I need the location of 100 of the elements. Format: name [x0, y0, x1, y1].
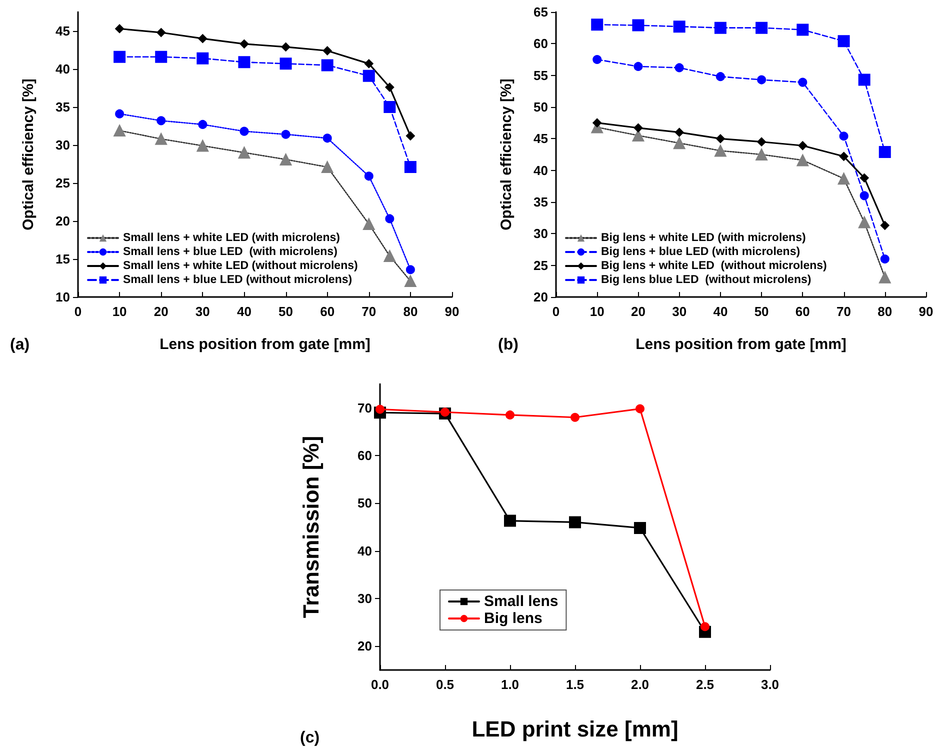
- point: [506, 410, 514, 420]
- y-tick-label: 65: [534, 4, 548, 20]
- point: [115, 109, 124, 118]
- point: [716, 72, 725, 82]
- legend-label: Big lens: [484, 610, 542, 627]
- point: [384, 250, 396, 262]
- y-tick-label: 45: [56, 24, 70, 38]
- y-tick-label: 40: [56, 62, 70, 76]
- legend-label: Big lens blue LED (without microlens): [601, 274, 812, 286]
- point: [860, 191, 869, 200]
- point: [238, 56, 250, 68]
- text: (a): [10, 336, 30, 354]
- y-tick-label: 25: [534, 258, 548, 273]
- legend-label: Big lens + white LED (without microlens): [601, 260, 828, 272]
- y-tick-label: 40: [534, 162, 548, 178]
- point: [858, 216, 870, 228]
- y-tick-label: 30: [56, 138, 70, 152]
- x-tick-label: 0: [74, 304, 82, 319]
- point: [634, 62, 643, 71]
- point: [880, 220, 890, 230]
- y-tick-label: 15: [56, 252, 70, 266]
- legend-label: Small lens + blue LED (with microlens): [123, 246, 338, 258]
- x-tick-label: 10: [112, 304, 127, 319]
- point: [839, 132, 848, 141]
- x-tick-label: 60: [320, 304, 335, 319]
- point: [385, 214, 394, 224]
- point: [406, 265, 415, 274]
- point: [376, 404, 384, 414]
- x-tick-label: 1.0: [500, 677, 520, 692]
- point: [839, 152, 848, 161]
- x-tick-label: 80: [878, 304, 892, 319]
- point: [406, 131, 415, 140]
- point: [196, 52, 209, 64]
- point: [404, 161, 416, 174]
- x-tick-label: 10: [590, 304, 604, 319]
- point: [155, 132, 168, 145]
- y-tick-label: 60: [534, 36, 548, 52]
- x-tick-label: 1.5: [566, 677, 584, 692]
- text: (c): [300, 730, 320, 746]
- legend-label: Small lens + white LED (with microlens): [123, 232, 340, 244]
- point: [700, 622, 710, 632]
- y-tick-label: 20: [534, 290, 548, 304]
- point: [362, 70, 375, 82]
- point: [322, 46, 332, 56]
- x-tick-label: 90: [444, 304, 460, 319]
- point: [569, 516, 581, 528]
- legend-label: Small lens + blue LED (without microlens): [123, 274, 352, 286]
- y-tick-label: 20: [358, 638, 372, 654]
- point: [196, 140, 209, 152]
- point: [592, 118, 602, 128]
- y-axis-title: Optical efficiency [%]: [20, 78, 37, 230]
- x-tick-label: 20: [154, 304, 168, 319]
- x-tick-label: 90: [918, 304, 934, 319]
- point: [714, 22, 726, 34]
- point: [591, 18, 604, 31]
- y-tick-label: 50: [358, 496, 372, 511]
- point: [858, 74, 870, 86]
- point: [673, 137, 686, 150]
- x-axis-title: LED print size [mm]: [472, 716, 678, 742]
- y-tick-label: 25: [56, 176, 70, 190]
- point: [155, 50, 168, 63]
- y-tick-label: 35: [534, 194, 548, 210]
- point: [757, 75, 766, 84]
- x-tick-label: 40: [713, 304, 728, 319]
- point: [878, 146, 891, 158]
- point: [322, 134, 332, 143]
- y-axis-title: Optical efficiency [%]: [498, 78, 515, 230]
- point: [114, 50, 126, 63]
- y-tick-label: 55: [534, 68, 548, 83]
- point: [796, 154, 809, 166]
- point: [156, 116, 166, 126]
- point: [636, 404, 644, 414]
- y-tick-label: 50: [534, 100, 548, 114]
- point: [280, 58, 292, 70]
- point: [634, 123, 643, 132]
- x-tick-label: 30: [672, 304, 687, 319]
- x-tick-label: 60: [795, 304, 810, 319]
- point: [634, 522, 646, 534]
- point: [362, 218, 375, 230]
- point: [281, 42, 290, 52]
- y-tick-label: 20: [56, 214, 70, 228]
- x-tick-label: 40: [236, 304, 252, 319]
- point: [838, 172, 850, 185]
- point: [115, 24, 124, 34]
- point: [673, 20, 686, 33]
- point: [404, 275, 416, 288]
- point: [440, 408, 450, 417]
- point: [716, 134, 725, 144]
- y-tick-label: 70: [358, 400, 372, 416]
- point: [674, 63, 684, 72]
- x-tick-label: 0.5: [436, 677, 454, 692]
- x-tick-label: 20: [630, 304, 646, 319]
- point: [114, 124, 126, 137]
- y-tick-label: 40: [358, 543, 372, 558]
- x-tick-label: 50: [754, 304, 769, 319]
- point: [838, 35, 850, 48]
- point: [321, 161, 334, 174]
- y-tick-label: 30: [534, 226, 548, 242]
- point: [756, 148, 768, 160]
- point: [240, 39, 249, 48]
